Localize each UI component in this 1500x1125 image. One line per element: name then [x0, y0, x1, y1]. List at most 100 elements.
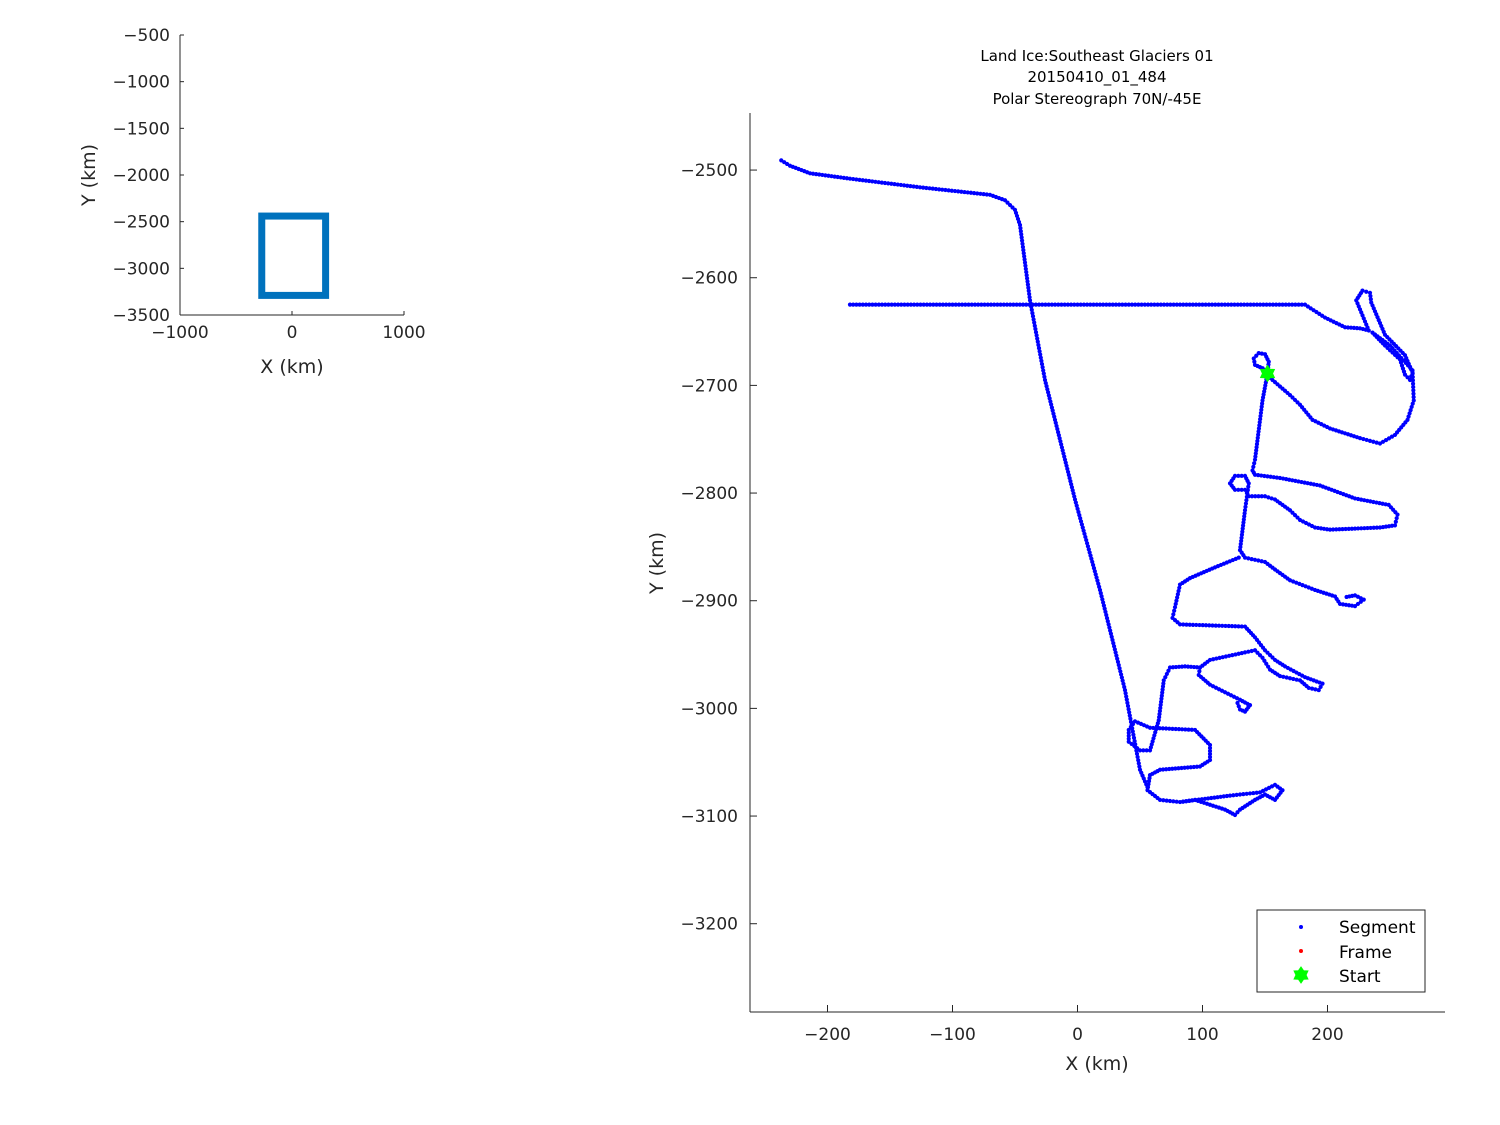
segment-point: [1065, 302, 1070, 307]
y-tick-label: −3100: [680, 807, 738, 827]
segment-point: [1129, 302, 1135, 307]
segment-point: [1203, 302, 1208, 307]
segment-point: [1256, 350, 1261, 356]
segment-point: [1177, 582, 1183, 587]
segment-point: [823, 173, 828, 178]
segment-point: [1254, 445, 1259, 450]
segment-point: [1239, 487, 1244, 492]
segment-point: [1236, 473, 1241, 478]
segment-point: [1145, 302, 1151, 307]
segment-point: [1209, 302, 1215, 307]
segment-point: [1126, 739, 1131, 744]
segment-point: [1062, 302, 1067, 307]
x-tick-label: −1000: [151, 323, 209, 343]
segment-point: [1368, 293, 1373, 299]
overview-x-label: X (km): [260, 356, 323, 378]
segment-point: [1257, 423, 1262, 428]
segment-point: [1262, 473, 1267, 479]
segment-point: [1033, 302, 1038, 307]
segment-point: [1239, 473, 1244, 478]
segment-point: [1260, 398, 1265, 403]
start-marker: [1259, 364, 1276, 383]
segment-point: [968, 190, 974, 195]
segment-point: [1197, 622, 1202, 628]
segment-point: [1177, 585, 1182, 590]
segment-point: [1287, 676, 1293, 681]
segment-point: [1032, 320, 1037, 325]
segment-point: [1255, 438, 1260, 444]
segment-point: [1193, 302, 1199, 307]
segment-point: [1242, 555, 1248, 560]
segment-point: [1068, 302, 1074, 307]
segment-point: [886, 181, 891, 186]
segment-point: [1206, 302, 1211, 307]
segment-point: [1075, 302, 1080, 307]
segment-point: [988, 302, 994, 307]
segment-point: [1258, 413, 1263, 419]
segment-point: [1126, 733, 1131, 738]
segment-point: [876, 302, 881, 307]
segment-point: [1236, 651, 1241, 656]
segment-point: [1237, 792, 1243, 797]
segment-point: [867, 302, 872, 307]
segment-point: [1133, 302, 1138, 307]
segment-point: [1164, 767, 1169, 772]
x-tick-label: −100: [929, 1025, 976, 1045]
segment-point: [1236, 624, 1241, 629]
segment-point: [1245, 491, 1250, 496]
segment-point: [1130, 729, 1135, 734]
segment-point: [1024, 276, 1030, 281]
segment-point: [1365, 525, 1370, 531]
segment-point: [1027, 291, 1032, 297]
segment-point: [1185, 765, 1190, 770]
segment-point: [1113, 302, 1119, 307]
segment-point: [1252, 457, 1258, 462]
segment-point: [1249, 556, 1254, 562]
segment-point: [1395, 512, 1400, 517]
segment-point: [1117, 302, 1122, 307]
segment-point: [959, 189, 964, 194]
segment-point: [863, 302, 869, 307]
segment-point: [1293, 302, 1298, 307]
segment-point: [1242, 302, 1247, 307]
segment-point: [1345, 325, 1351, 330]
segment-point: [1174, 598, 1179, 603]
segment-point: [1351, 325, 1357, 330]
segment-point: [1220, 655, 1225, 660]
segment-point: [895, 182, 900, 187]
segment-point: [1171, 799, 1176, 804]
segment-point: [1088, 302, 1093, 307]
y-tick-label: −2600: [680, 269, 738, 289]
segment-point: [1246, 649, 1251, 654]
segment-point: [1251, 464, 1256, 469]
segment-point: [1176, 588, 1181, 594]
segment-point: [960, 302, 965, 307]
segment-point: [1238, 302, 1244, 307]
segment-point: [1127, 713, 1132, 718]
segment-point: [1252, 461, 1257, 466]
segment-point: [1246, 484, 1251, 489]
segment-point: [1364, 289, 1369, 294]
segment-point: [1171, 302, 1176, 307]
segment-point: [1085, 302, 1090, 307]
segment-point: [1158, 302, 1163, 307]
segment-point: [956, 302, 962, 307]
segment-point: [1072, 302, 1077, 307]
segment-point: [1126, 736, 1131, 741]
segment-point: [946, 188, 951, 193]
segment-point: [933, 186, 939, 192]
segment-point: [1157, 726, 1162, 731]
segment-point: [1283, 302, 1288, 307]
segment-point: [847, 302, 853, 307]
segment-point: [1147, 725, 1153, 730]
segment-point: [1368, 525, 1373, 531]
segment-point: [1245, 487, 1250, 493]
segment-point: [1021, 251, 1026, 256]
segment-point: [1180, 727, 1185, 732]
segment-point: [1163, 675, 1168, 680]
segment-point: [1181, 302, 1186, 307]
segment-point: [1190, 622, 1196, 627]
segment-point: [1197, 669, 1202, 674]
segment-point: [1249, 648, 1254, 654]
